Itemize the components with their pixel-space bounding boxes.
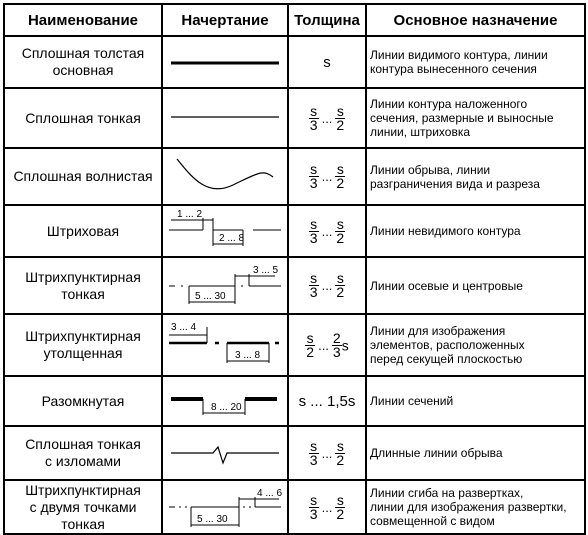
row-name: Штрихпунктирная утолщенная <box>3 313 163 377</box>
dash-gap-dim: 1 ... 2 <box>177 209 202 220</box>
row-purpose: Линии для изображения элементов, располож… <box>365 313 586 377</box>
row-purpose: Линии сгиба на развертках, линии для изоб… <box>365 479 586 535</box>
dash-gap-dim: 3 ... 4 <box>171 322 196 333</box>
header-thickness: Толщина <box>287 3 367 37</box>
row-thickness: s 3... s 2 <box>287 204 367 258</box>
row-name: Сплошная толстая основная <box>3 35 163 89</box>
row-name: Сплошная волнистая <box>3 147 163 206</box>
row-purpose: Линии видимого контура, линии контура вын… <box>365 35 586 89</box>
row-thickness: s 3... s 2 <box>287 87 367 149</box>
line-sample <box>161 35 289 89</box>
header-drawing: Начертание <box>161 3 289 37</box>
header-row: Наименование Начертание Толщина Основное… <box>3 3 586 37</box>
line-sample: 8 ... 20 <box>161 375 289 427</box>
table-row: Штрихпунктирная тонкая 3 ... 5 5 ... 30 <box>3 256 586 315</box>
row-thickness: s 3... s 2 <box>287 256 367 315</box>
row-thickness: s <box>287 35 367 89</box>
row-name: Штрихпунктирная с двумя точками тонкая <box>3 479 163 535</box>
line-sample <box>161 425 289 481</box>
table-row: Сплошная тонкая s 3... s 2 Линии контура на… <box>3 87 586 149</box>
row-purpose: Линии невидимого контура <box>365 204 586 258</box>
dot-gap-dim: 3 ... 5 <box>253 265 278 276</box>
row-name: Сплошная тонкая с изломами <box>3 425 163 481</box>
line-sample: 1 ... 2 2 ... 8 <box>161 204 289 258</box>
row-name: Штрихпунктирная тонкая <box>3 256 163 315</box>
row-thickness: s ... 1,5s <box>287 375 367 427</box>
header-name: Наименование <box>3 3 163 37</box>
row-name: Штриховая <box>3 204 163 258</box>
line-sample: 4 ... 6 5 ... 30 <box>161 479 289 535</box>
row-thickness: s 3... s 2 <box>287 147 367 206</box>
row-purpose: Линии сечений <box>365 375 586 427</box>
stroke-length-dim: 8 ... 20 <box>211 402 242 413</box>
line-sample: 3 ... 4 3 ... 8 <box>161 313 289 377</box>
row-name: Разомкнутая <box>3 375 163 427</box>
line-sample <box>161 147 289 206</box>
table-row: Штриховая 1 ... 2 2 ... 8 s 3... s 2 <box>3 204 586 258</box>
row-thickness: s 3... s 2 <box>287 479 367 535</box>
row-purpose: Линии контура наложенного сечения, размер… <box>365 87 586 149</box>
table-row: Разомкнутая 8 ... 20 s ... 1,5s Линии се… <box>3 375 586 427</box>
row-name: Сплошная тонкая <box>3 87 163 149</box>
table-row: Сплошная толстая основная s Линии видимог… <box>3 35 586 89</box>
line-sample <box>161 87 289 149</box>
table-row: Сплошная тонкая с изломами s 3... s 2 Длинны… <box>3 425 586 481</box>
row-purpose: Длинные линии обрыва <box>365 425 586 481</box>
dash-length-dim: 5 ... 30 <box>197 514 228 525</box>
row-purpose: Линии обрыва, линии разграничения вида и … <box>365 147 586 206</box>
dash-length-dim: 2 ... 8 <box>219 233 244 244</box>
dash-length-dim: 3 ... 8 <box>235 350 260 361</box>
table-row: Сплошная волнистая s 3... s 2 Линии обрыва,… <box>3 147 586 206</box>
row-purpose: Линии осевые и центровые <box>365 256 586 315</box>
table-row: Штрихпунктирная утолщенная 3 ... 4 3 ... … <box>3 313 586 377</box>
header-purpose: Основное назначение <box>365 3 586 37</box>
row-thickness: s 2... 2 3 s <box>287 313 367 377</box>
line-sample: 3 ... 5 5 ... 30 <box>161 256 289 315</box>
row-thickness: s 3... s 2 <box>287 425 367 481</box>
dots-gap-dim: 4 ... 6 <box>257 488 282 499</box>
table-row: Штрихпунктирная с двумя точками тонкая <box>3 479 586 535</box>
dash-length-dim: 5 ... 30 <box>195 291 226 302</box>
line-types-table: Наименование Начертание Толщина Основное… <box>3 3 586 535</box>
